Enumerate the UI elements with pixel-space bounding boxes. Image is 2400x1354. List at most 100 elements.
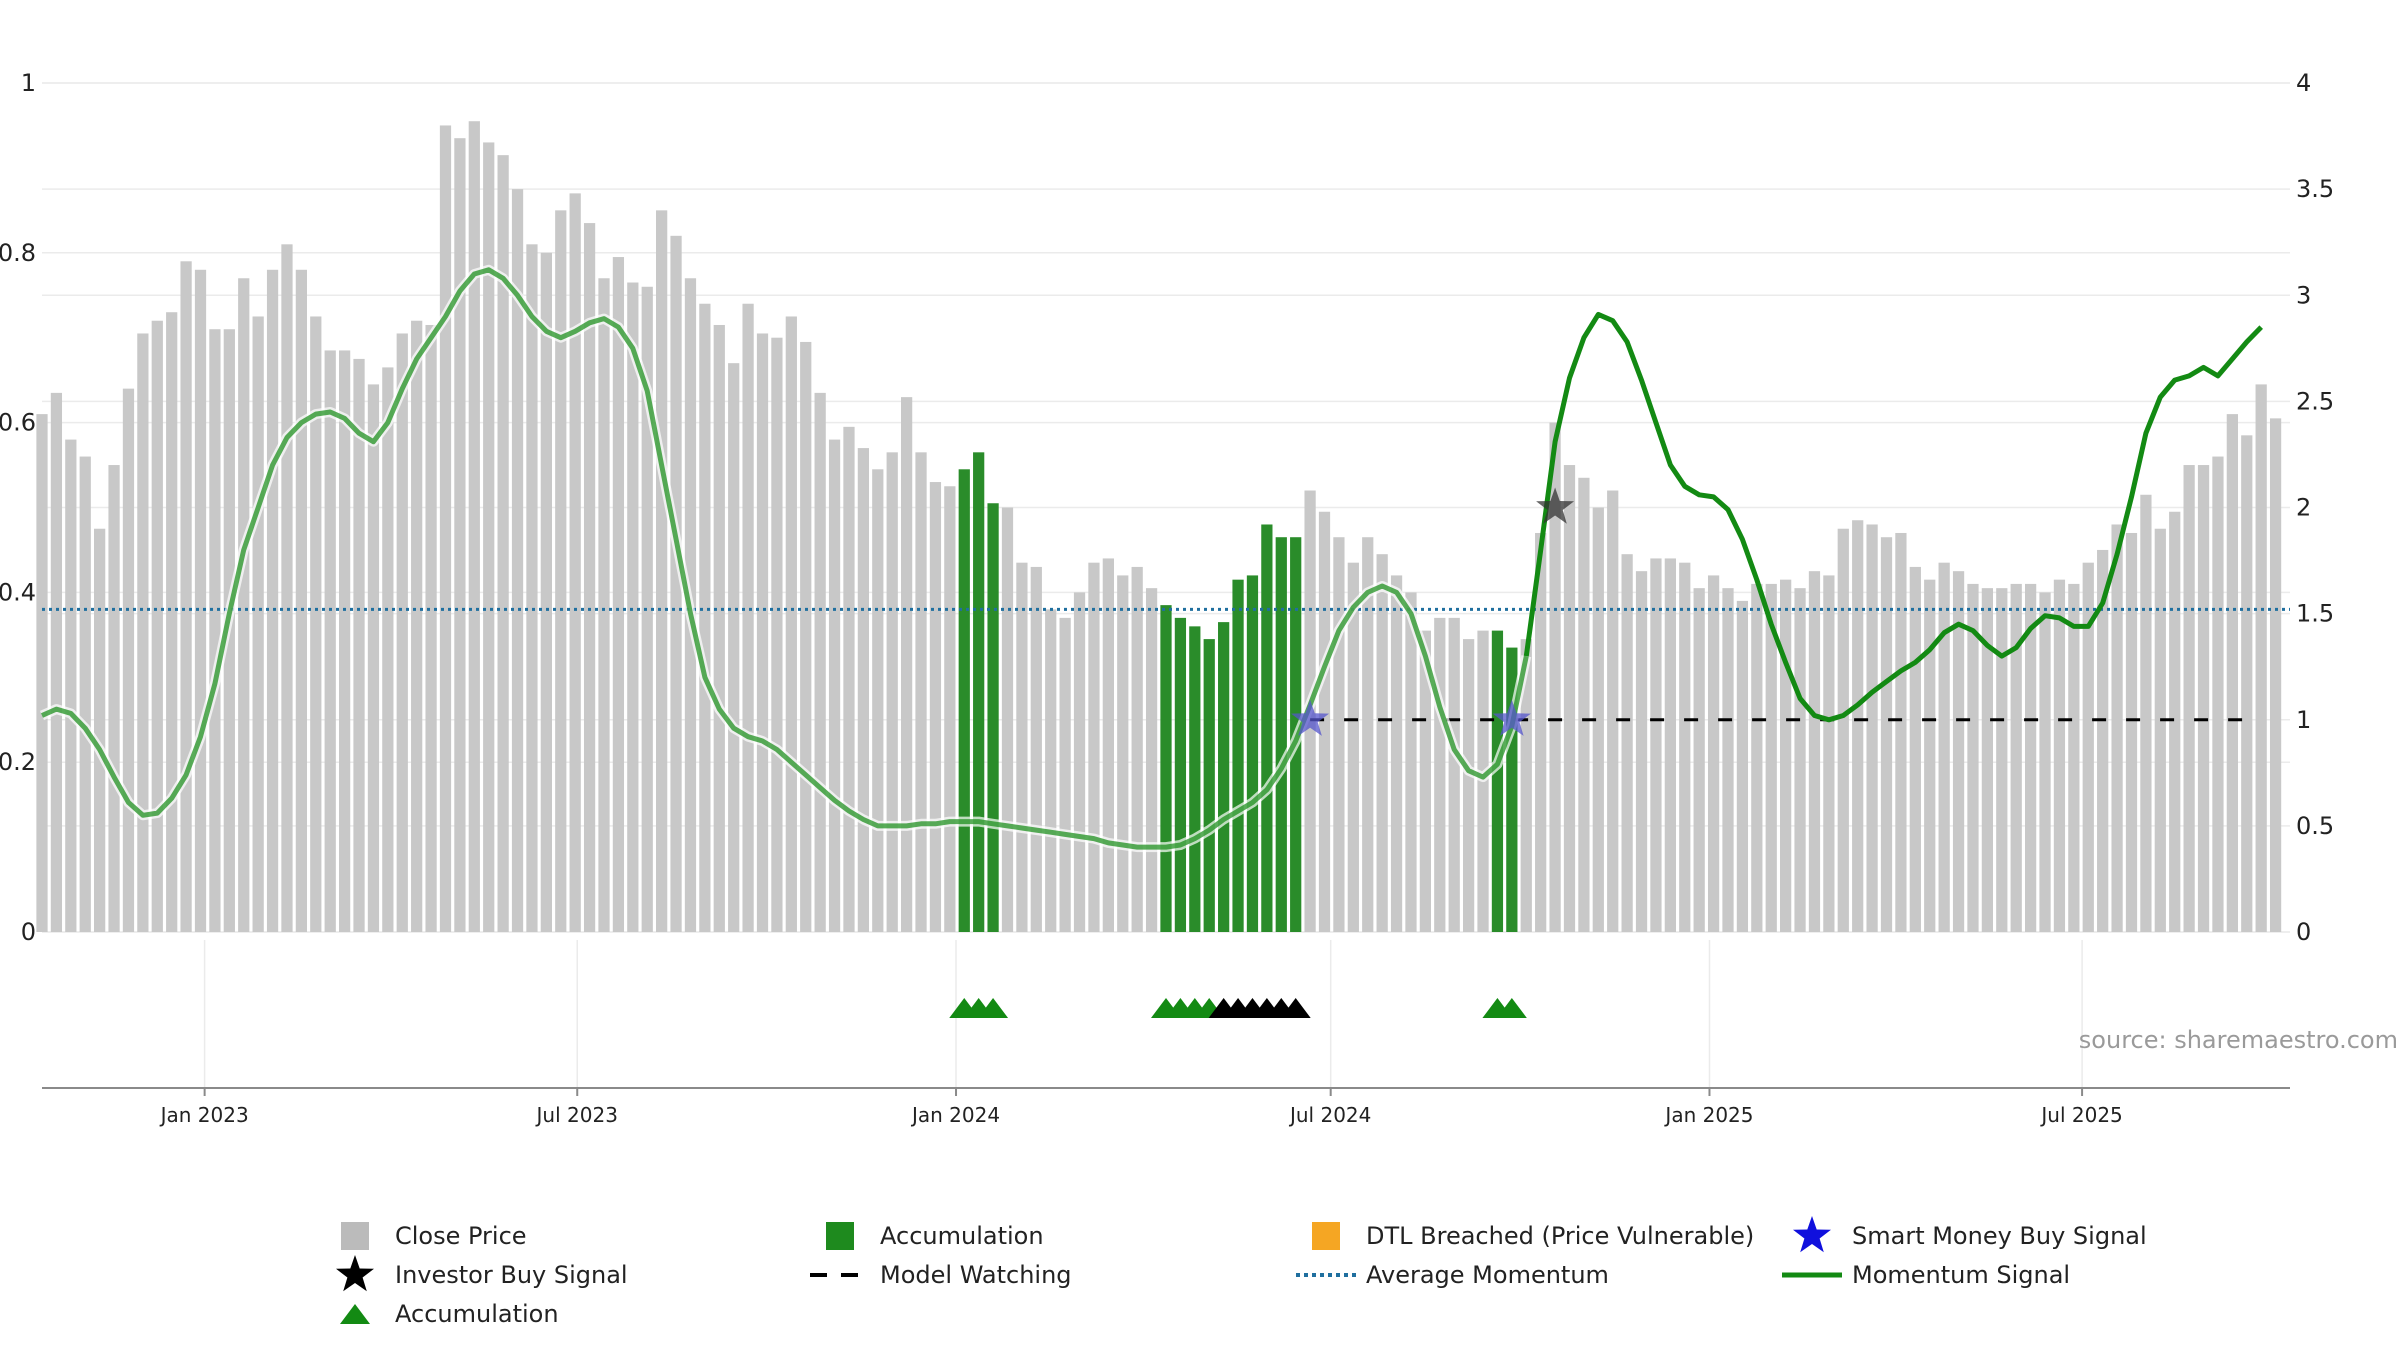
- signal-markers: [1291, 487, 1575, 736]
- price-bar: [1996, 588, 2008, 932]
- price-bar: [800, 341, 812, 932]
- price-bar: [50, 392, 63, 932]
- price-bar: [1434, 617, 1446, 932]
- price-bar: [742, 303, 754, 932]
- y-right-tick-label: 1.5: [2296, 600, 2334, 628]
- price-bar: [266, 269, 279, 932]
- grid-lines: [42, 82, 2290, 1088]
- price-bar: [166, 312, 178, 933]
- price-bar: [713, 324, 725, 933]
- x-tick-label: Jan 2025: [1663, 1103, 1753, 1127]
- price-bar: [65, 439, 77, 932]
- legend-item: Accumulation: [826, 1222, 1044, 1250]
- price-bar: [944, 486, 956, 932]
- price-bar: [1117, 575, 1129, 932]
- price-bar: [2197, 465, 2210, 932]
- y-left-tick-label: 0.2: [0, 748, 36, 776]
- price-bar: [1765, 583, 1777, 932]
- price-bar: [1837, 528, 1849, 932]
- x-tick-label: Jan 2024: [910, 1103, 1000, 1127]
- y-left-tick-label: 0.6: [0, 409, 36, 437]
- y-right-tick-label: 2.5: [2296, 387, 2334, 415]
- legend-item: Close Price: [341, 1222, 527, 1250]
- smart-money-star-icon: [1291, 699, 1330, 736]
- price-bar: [1751, 583, 1763, 932]
- accumulation-bar: [973, 452, 985, 932]
- y-right-tick-label: 0.5: [2296, 812, 2334, 840]
- legend-label: Average Momentum: [1366, 1261, 1609, 1289]
- accumulation-triangle-icon: [1496, 998, 1527, 1018]
- price-bar: [1607, 490, 1619, 932]
- price-bar: [2169, 511, 2181, 932]
- legend-item: Smart Money Buy Signal: [1793, 1216, 2147, 1253]
- price-bar: [1535, 532, 1547, 932]
- price-bar: [1895, 532, 1907, 932]
- price-bar: [151, 320, 163, 933]
- price-bar: [670, 235, 682, 932]
- legend-square-icon: [341, 1222, 369, 1250]
- price-bar: [1549, 422, 1561, 932]
- price-bar: [728, 363, 740, 932]
- price-bar: [281, 244, 293, 932]
- price-bar: [1679, 562, 1691, 932]
- price-bar: [1045, 609, 1057, 932]
- price-bar: [2082, 562, 2094, 932]
- price-bar: [540, 252, 552, 933]
- price-bars: [36, 121, 2282, 933]
- accumulation-bar: [987, 503, 999, 932]
- price-bar: [2154, 528, 2166, 932]
- legend-label: Close Price: [395, 1222, 527, 1250]
- accumulation-triangle-icon: [978, 998, 1009, 1018]
- price-bar: [699, 303, 711, 932]
- price-bar: [1635, 571, 1648, 932]
- legend-star-icon: [336, 1255, 374, 1292]
- legend-label: Model Watching: [880, 1261, 1072, 1289]
- x-tick-label: Jul 2023: [535, 1103, 618, 1127]
- price-bar: [1448, 617, 1460, 932]
- y-left-tick-label: 1: [21, 69, 36, 97]
- price-bar: [1909, 566, 1921, 932]
- price-bar: [411, 320, 423, 933]
- price-bar: [1578, 477, 1590, 932]
- price-bar: [79, 456, 91, 932]
- price-bar: [1102, 558, 1114, 932]
- price-bar: [1866, 524, 1878, 932]
- y-right-tick-label: 1: [2296, 706, 2311, 734]
- legend-item: DTL Breached (Price Vulnerable): [1312, 1222, 1754, 1250]
- legend-label: Accumulation: [395, 1300, 559, 1328]
- price-bar: [1362, 537, 1374, 932]
- price-bar: [612, 257, 625, 932]
- legend-triangle-icon: [340, 1304, 370, 1324]
- price-bar: [641, 286, 653, 932]
- price-bar: [94, 528, 106, 932]
- price-bar: [1390, 575, 1403, 932]
- price-bar: [339, 350, 351, 932]
- accumulation-bar: [1506, 647, 1518, 932]
- y-right-tick-label: 4: [2296, 69, 2311, 97]
- price-bar: [1693, 588, 1705, 932]
- price-bar: [483, 142, 495, 932]
- price-bar: [857, 448, 869, 932]
- price-bar: [1981, 588, 1993, 932]
- price-bar: [295, 269, 307, 932]
- price-bar: [1520, 639, 1532, 932]
- legend: Close Price Accumulation DTL Breached (Pri…: [336, 1216, 2147, 1328]
- y-right-tick-label: 2: [2296, 494, 2311, 522]
- price-bar: [598, 278, 610, 932]
- price-bar: [843, 426, 855, 932]
- price-bar: [1145, 588, 1158, 932]
- price-bar: [439, 125, 452, 932]
- price-bar: [2025, 583, 2037, 932]
- price-bar: [122, 388, 135, 932]
- legend-label: Investor Buy Signal: [395, 1261, 628, 1289]
- price-bar: [2183, 465, 2195, 932]
- accumulation-bar: [1261, 524, 1273, 932]
- price-bar: [1952, 571, 1965, 932]
- price-bar: [771, 337, 783, 932]
- price-bar: [2010, 583, 2022, 932]
- price-bar: [2140, 494, 2152, 932]
- price-bar: [2269, 418, 2282, 932]
- price-bar: [1621, 554, 1633, 932]
